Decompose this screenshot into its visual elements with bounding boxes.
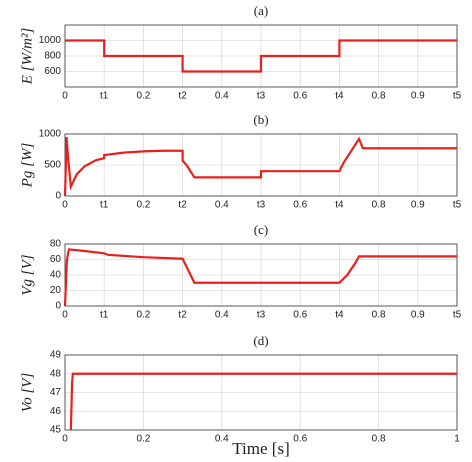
y-axis-label: Pg [W] bbox=[19, 143, 35, 189]
y-axis-label: E [W/m²] bbox=[19, 28, 35, 86]
y-tick-label: 0 bbox=[55, 301, 61, 312]
x-tick-label: 0.2 bbox=[136, 91, 150, 102]
y-tick-label: 600 bbox=[44, 66, 61, 77]
x-tick-label: t2 bbox=[178, 310, 187, 321]
y-tick-label: 48 bbox=[50, 368, 62, 379]
x-tick-label: 1 bbox=[454, 434, 460, 445]
x-tick-label: 0 bbox=[62, 200, 68, 211]
x-tick-label: t4 bbox=[335, 91, 344, 102]
axes-frame bbox=[64, 24, 458, 88]
x-tick-label: 0.2 bbox=[136, 200, 150, 211]
x-tick-label: t1 bbox=[100, 91, 109, 102]
x-tick-label: t3 bbox=[257, 200, 266, 211]
x-tick-label: t1 bbox=[100, 310, 109, 321]
x-tick-label: 0 bbox=[62, 434, 68, 445]
x-tick-label: t4 bbox=[335, 310, 344, 321]
y-tick-label: 47 bbox=[50, 387, 62, 398]
y-tick-label: 49 bbox=[50, 350, 62, 361]
x-tick-label: t5 bbox=[453, 200, 462, 211]
x-tick-label: 0.8 bbox=[372, 310, 386, 321]
x-tick-label: t5 bbox=[453, 310, 462, 321]
x-tick-label: t5 bbox=[453, 91, 462, 102]
data-line bbox=[65, 39, 457, 73]
x-tick-label: 0.6 bbox=[293, 310, 307, 321]
x-tick-label: 0.4 bbox=[215, 434, 229, 445]
y-axis-label: Vo [V] bbox=[19, 373, 35, 413]
y-tick-label: 1000 bbox=[39, 129, 62, 140]
x-tick-label: t1 bbox=[100, 200, 109, 211]
x-axis-label: Time [s] bbox=[232, 439, 289, 458]
data-line bbox=[69, 372, 457, 431]
y-tick-label: 500 bbox=[44, 160, 61, 171]
x-tick-label: 0.2 bbox=[136, 310, 150, 321]
x-tick-label: 0.8 bbox=[372, 434, 386, 445]
x-tick-label: 0.6 bbox=[293, 434, 307, 445]
y-axis-label: Vg [V] bbox=[19, 254, 35, 295]
x-tick-label: t2 bbox=[178, 200, 187, 211]
x-tick-label: 0.9 bbox=[411, 200, 425, 211]
x-tick-label: 0.9 bbox=[411, 310, 425, 321]
x-tick-label: 0.8 bbox=[372, 91, 386, 102]
panel-title: (d) bbox=[253, 333, 268, 348]
x-tick-label: 0.4 bbox=[215, 200, 229, 211]
panel-title: (b) bbox=[253, 112, 268, 127]
panel-title: (c) bbox=[254, 222, 268, 237]
y-tick-label: 800 bbox=[44, 51, 61, 62]
y-tick-label: 46 bbox=[50, 406, 62, 417]
y-tick-label: 60 bbox=[50, 254, 62, 265]
y-tick-label: 45 bbox=[50, 425, 62, 436]
axes-frame bbox=[64, 243, 458, 307]
x-tick-label: 0.6 bbox=[293, 91, 307, 102]
x-tick-label: t3 bbox=[257, 310, 266, 321]
x-tick-label: t3 bbox=[257, 91, 266, 102]
y-tick-label: 80 bbox=[50, 239, 62, 250]
x-tick-label: 0.8 bbox=[372, 200, 386, 211]
y-tick-label: 40 bbox=[50, 270, 62, 281]
y-tick-label: 20 bbox=[50, 285, 62, 296]
x-tick-label: t2 bbox=[178, 91, 187, 102]
y-tick-label: 1000 bbox=[39, 35, 62, 46]
x-tick-label: 0.2 bbox=[136, 434, 150, 445]
x-tick-label: 0 bbox=[62, 310, 68, 321]
x-tick-label: 0 bbox=[62, 91, 68, 102]
x-tick-label: t4 bbox=[335, 200, 344, 211]
axes-frame bbox=[64, 354, 458, 431]
x-tick-label: 0.4 bbox=[215, 310, 229, 321]
panel-title: (a) bbox=[254, 3, 268, 18]
x-tick-label: 0.4 bbox=[215, 91, 229, 102]
y-tick-label: 0 bbox=[55, 191, 61, 202]
data-line bbox=[63, 248, 457, 307]
data-line bbox=[63, 136, 457, 197]
x-tick-label: 0.9 bbox=[411, 91, 425, 102]
x-tick-label: 0.6 bbox=[293, 200, 307, 211]
